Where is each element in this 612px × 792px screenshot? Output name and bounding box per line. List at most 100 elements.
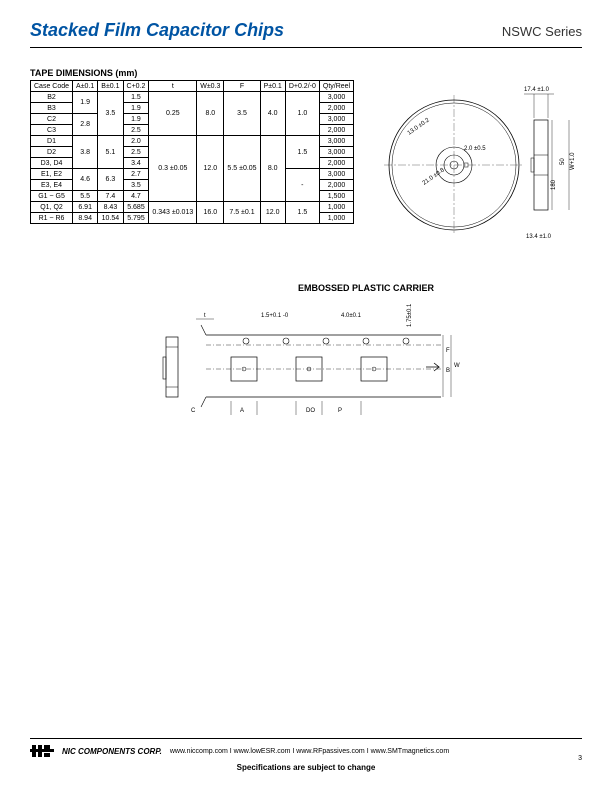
table-cell: 1.5 [285, 202, 319, 224]
table-cell: 7.5 ±0.1 [224, 202, 260, 224]
table-header-cell: Case Code [31, 81, 73, 92]
dim-label: 4.0±0.1 [341, 313, 362, 319]
table-cell: 1,000 [319, 202, 353, 213]
table-cell: 5.5 [73, 191, 98, 202]
table-cell: 4.6 [73, 169, 98, 191]
table-cell: 6.3 [98, 169, 123, 191]
table-cell: 6.91 [73, 202, 98, 213]
table-cell: 3.4 [123, 158, 149, 169]
reel-diagram: 17.4 ±1.0 13.4 ±1.0 13.0 ±0.2 2.0 ±0.5 2… [369, 80, 579, 243]
table-cell: G1 ~ G5 [31, 191, 73, 202]
table-cell: E3, E4 [31, 180, 73, 191]
table-cell: 0.343 ±0.013 [149, 202, 197, 224]
table-header-cell: A±0.1 [73, 81, 98, 92]
nic-logo [30, 743, 54, 759]
table-cell: 8.0 [197, 92, 224, 136]
table-cell: 3,000 [319, 92, 353, 103]
table-cell: E1, E2 [31, 169, 73, 180]
table-cell: B3 [31, 103, 73, 114]
table-title: TAPE DIMENSIONS (mm) [30, 68, 582, 78]
table-cell: 2.5 [123, 147, 149, 158]
dim-label: 21.0 ±0.8 [422, 167, 446, 187]
table-cell: C2 [31, 114, 73, 125]
table-cell: 2,000 [319, 158, 353, 169]
page-header: Stacked Film Capacitor Chips NSWC Series [30, 20, 582, 48]
table-cell: 2,000 [319, 125, 353, 136]
carrier-section: EMBOSSED PLASTIC CARRIER [30, 283, 582, 430]
table-cell: B2 [31, 92, 73, 103]
dim-label: C [191, 408, 196, 414]
dim-label: 13.4 ±1.0 [526, 234, 552, 240]
table-cell: 2,000 [319, 180, 353, 191]
dim-label: B [446, 368, 450, 374]
table-cell: 1.9 [73, 92, 98, 114]
table-cell: 5.1 [98, 136, 123, 169]
table-cell: 10.54 [98, 213, 123, 224]
table-cell: 3.5 [224, 92, 260, 136]
table-cell: 5.685 [123, 202, 149, 213]
table-cell: 3.8 [73, 136, 98, 169]
table-cell: 2,000 [319, 103, 353, 114]
dim-label: 2.0 ±0.5 [464, 146, 486, 152]
dim-label: 13.0 ±0.2 [407, 117, 431, 137]
dim-label: W+1.0 [570, 152, 576, 170]
table-cell: R1 ~ R6 [31, 213, 73, 224]
table-cell: 2.7 [123, 169, 149, 180]
series-label: NSWC Series [502, 24, 582, 39]
page-footer: NIC COMPONENTS CORP. www.niccomp.com I w… [0, 738, 612, 772]
carrier-diagram: t 1.5+0.1 -0 4.0±0.1 1.75±0.1 A DO P C B… [146, 297, 466, 427]
table-cell: 2.8 [73, 114, 98, 136]
table-header-cell: t [149, 81, 197, 92]
table-header-cell: W±0.3 [197, 81, 224, 92]
page-title: Stacked Film Capacitor Chips [30, 20, 284, 41]
table-cell: 5.5 ±0.05 [224, 136, 260, 202]
table-cell: 2.5 [123, 125, 149, 136]
table-row: B21.93.51.50.258.03.54.01.03,000 [31, 92, 354, 103]
table-cell: 12.0 [260, 202, 285, 224]
table-header-cell: Qty/Reel [319, 81, 353, 92]
table-cell: - [285, 169, 319, 202]
table-header-cell: C+0.2 [123, 81, 149, 92]
dim-label: P [338, 408, 342, 414]
corp-name: NIC COMPONENTS CORP. [62, 747, 162, 756]
table-cell: 4.7 [123, 191, 149, 202]
table-row: Q1, Q26.918.435.6850.343 ±0.01316.07.5 ±… [31, 202, 354, 213]
table-cell: 8.0 [260, 136, 285, 202]
dim-label: F [446, 348, 450, 354]
page-number: 3 [578, 755, 582, 762]
table-cell: 4.0 [260, 92, 285, 136]
table-cell: 1.5 [123, 92, 149, 103]
dim-label: 1.75±0.1 [407, 303, 413, 327]
dim-label: W [454, 363, 460, 369]
carrier-title: EMBOSSED PLASTIC CARRIER [150, 283, 582, 293]
dim-label: DO [306, 408, 315, 414]
footer-note: Specifications are subject to change [30, 763, 582, 772]
table-cell: 5.795 [123, 213, 149, 224]
table-cell: 1.5 [285, 136, 319, 169]
table-cell: C3 [31, 125, 73, 136]
dim-label: t [204, 313, 206, 319]
dim-label: 17.4 ±1.0 [524, 87, 550, 93]
table-cell: 16.0 [197, 202, 224, 224]
table-cell: 0.25 [149, 92, 197, 136]
table-cell: 3,000 [319, 136, 353, 147]
table-header-cell: F [224, 81, 260, 92]
table-cell: 1,500 [319, 191, 353, 202]
table-cell: 1,000 [319, 213, 353, 224]
table-cell: D2 [31, 147, 73, 158]
table-cell: 8.43 [98, 202, 123, 213]
table-cell: 3,000 [319, 114, 353, 125]
table-cell: 1.0 [285, 92, 319, 136]
tape-dimensions-table: Case CodeA±0.1B±0.1C+0.2tW±0.3FP±0.1D+0.… [30, 80, 354, 224]
dim-label: 50 [560, 158, 566, 165]
table-cell: 2.0 [123, 136, 149, 147]
table-header-cell: B±0.1 [98, 81, 123, 92]
table-cell: 0.3 ±0.05 [149, 136, 197, 202]
table-cell: D1 [31, 136, 73, 147]
dim-label: 1.5+0.1 -0 [261, 313, 289, 319]
table-cell: 7.4 [98, 191, 123, 202]
table-cell: 3.5 [123, 180, 149, 191]
table-cell: 1.9 [123, 103, 149, 114]
table-cell: 1.9 [123, 114, 149, 125]
table-cell: 3,000 [319, 169, 353, 180]
